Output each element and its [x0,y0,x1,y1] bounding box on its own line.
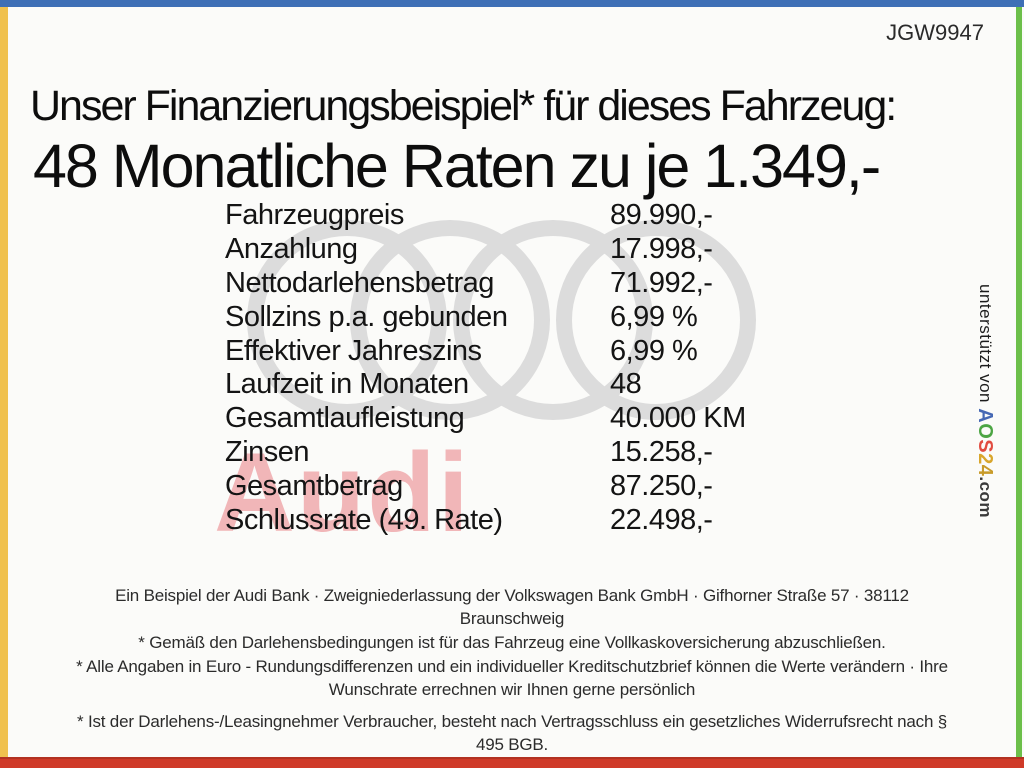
monthly-rate-headline: 48 Monatliche Raten zu je 1.349,- [33,132,881,200]
legal-footnote: * Ist der Darlehens-/Leasingnehmer Verbr… [77,712,947,754]
finance-row-value: 22.498,- [610,503,713,536]
finance-row-value: 17.998,- [610,233,713,266]
finance-row: Effektiver Jahreszins 6,99 % [225,334,746,368]
financing-example-title: Unser Finanzierungsbeispiel* für dieses … [30,82,897,130]
legal-footnotes: Ein Beispiel der Audi Bank · Zweignieder… [62,584,962,757]
finance-row-label: Sollzins p.a. gebunden [225,300,508,333]
aos24-letter: S [974,439,996,454]
frame-top-bar [0,0,1024,7]
supported-by-label: unterstützt von [976,284,995,409]
finance-row-value: 6,99 % [610,300,698,333]
finance-row: Laufzeit in Monaten 48 [225,368,746,402]
audi-text-watermark: Audi [214,430,471,555]
finance-row: Gesamtbetrag 87.250,- [225,469,746,503]
finance-row-value: 15.258,- [610,435,713,468]
finance-row: Schlussrate (49. Rate) 22.498,- [225,503,746,537]
legal-footnote: * Alle Angaben in Euro - Rundungsdiffere… [76,657,948,699]
aos24-domain-suffix: .com [976,476,995,519]
vehicle-reference-code: JGW9947 [886,20,984,45]
finance-row-label: Nettodarlehensbetrag [225,266,494,299]
supported-by-credit: unterstützt von AOS24.com [973,284,996,518]
finance-row: Zinsen 15.258,- [225,436,746,470]
frame-left-bar [0,7,8,757]
finance-row-value: 48 [610,368,642,401]
finance-row-label: Gesamtlaufleistung [225,402,465,435]
aos24-logo: AOS24 [974,408,996,476]
frame-bottom-bar [0,757,1024,768]
finance-row-value: 89.990,- [610,199,713,232]
finance-row-value: 40.000 KM [610,402,746,435]
finance-row-value: 87.250,- [610,469,713,502]
finance-row: Nettodarlehensbetrag 71.992,- [225,267,746,301]
finance-row-label: Laufzeit in Monaten [225,368,469,401]
finance-row: Fahrzeugpreis 89.990,- [225,199,746,233]
finance-row-label: Effektiver Jahreszins [225,334,482,367]
finance-row: Anzahlung 17.998,- [225,233,746,267]
aos24-letter: 4 [974,464,996,477]
frame-right-bar [1016,7,1022,757]
aos24-letter: O [974,423,996,440]
finance-row-label: Zinsen [225,435,310,468]
finance-row-label: Fahrzeugpreis [225,199,404,232]
aos24-letter: A [974,408,996,424]
finance-table: Fahrzeugpreis 89.990,- Anzahlung 17.998,- Ne… [225,199,746,537]
finance-row-value: 71.992,- [610,266,713,299]
finance-row-label: Schlussrate (49. Rate) [225,503,503,536]
legal-footnote: Ein Beispiel der Audi Bank · Zweignieder… [115,586,909,628]
aos24-letter: 2 [974,453,996,465]
finance-row: Gesamtlaufleistung 40.000 KM [225,402,746,436]
finance-row: Sollzins p.a. gebunden 6,99 % [225,300,746,334]
finance-row-value: 6,99 % [610,334,698,367]
legal-footnote: * Gemäß den Darlehensbedingungen ist für… [138,633,886,652]
finance-row-label: Gesamtbetrag [225,469,403,502]
finance-row-label: Anzahlung [225,233,358,266]
